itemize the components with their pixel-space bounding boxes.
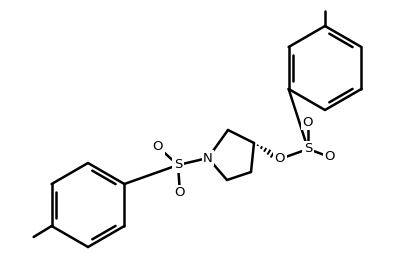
Text: O: O <box>324 151 334 164</box>
Text: O: O <box>302 115 312 129</box>
Text: O: O <box>174 186 185 199</box>
Text: S: S <box>303 143 312 155</box>
Text: O: O <box>152 141 163 153</box>
Text: S: S <box>173 158 182 171</box>
Text: O: O <box>274 153 285 165</box>
Text: N: N <box>203 151 213 165</box>
